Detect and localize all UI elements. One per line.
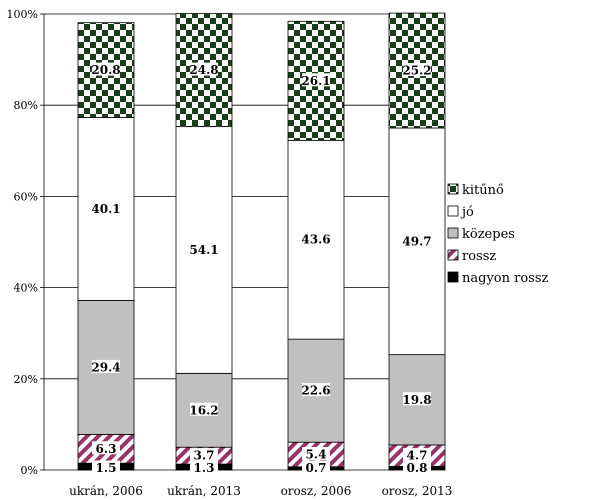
data-label: 19.8 (402, 393, 431, 407)
data-label-bg (302, 383, 330, 397)
bar-segment-j- (77, 117, 135, 301)
data-label: 4.7 (407, 449, 428, 463)
data-label: 26.1 (301, 74, 330, 88)
x-category-label: orosz, 2006 (281, 484, 352, 498)
data-label-bg (302, 460, 330, 474)
bar-segment-j- (388, 127, 446, 356)
legend-swatch-kit-n- (447, 183, 459, 195)
legend: kitűnő jó közepes rossz nagyon rossz (447, 183, 549, 286)
data-label: 0.7 (306, 461, 327, 475)
data-label: 24.8 (189, 63, 218, 77)
data-label-bg (403, 392, 431, 406)
data-label: 25.2 (402, 64, 431, 78)
legend-label: nagyon rossz (462, 271, 549, 286)
data-label: 5.4 (306, 447, 327, 461)
x-category-label: orosz, 2013 (382, 484, 453, 498)
data-label-bg (92, 441, 120, 455)
y-tick-label: 40% (14, 282, 38, 295)
data-label-bg (302, 73, 330, 87)
legend-swatch-nagyon-rossz (447, 271, 459, 283)
x-axis-labels: ukrán, 2006 ukrán, 2013 orosz, 2006 orosz, … (69, 484, 452, 498)
legend-label: rossz (462, 249, 496, 264)
y-axis: 0% 20% 40% 60% 80% 100% (7, 8, 432, 477)
y-tick-label: 80% (14, 99, 38, 112)
legend-swatch-rossz (447, 249, 459, 261)
data-label-bg (403, 460, 431, 474)
data-label: 1.3 (194, 461, 215, 475)
data-label: 3.7 (194, 449, 215, 463)
data-label-bg (190, 402, 218, 416)
legend-label: kitűnő (462, 183, 504, 198)
data-label-bg (403, 63, 431, 77)
bar-segment-j- (175, 126, 233, 374)
y-tick-label: 0% (21, 464, 38, 477)
data-label: 49.7 (402, 234, 431, 248)
data-label-bg (190, 460, 218, 474)
data-label: 1.5 (96, 461, 117, 475)
data-label-bg (92, 62, 120, 76)
x-category-label: ukrán, 2006 (69, 484, 143, 498)
legend-label: közepes (462, 227, 515, 242)
data-label-bg (302, 446, 330, 460)
data-label-bg (92, 460, 120, 474)
data-label: 54.1 (189, 243, 218, 257)
y-tick-label: 20% (14, 373, 38, 386)
data-label-bg (190, 448, 218, 462)
bars (77, 12, 446, 471)
data-label: 40.1 (91, 202, 120, 216)
bar-segment-j- (287, 139, 345, 340)
data-labels: 1.5 6.3 29.4 40.1 20.8 1.33.7 16.2 54.1 24.8 0.75… (91, 62, 432, 475)
data-label-bg (92, 359, 120, 373)
legend-swatch-k-zepes (447, 227, 459, 239)
x-category-label: ukrán, 2013 (167, 484, 241, 498)
data-label-bg (190, 62, 218, 76)
data-label: 43.6 (301, 233, 330, 247)
data-label: 16.2 (189, 403, 218, 417)
legend-label: jó (460, 205, 474, 220)
data-label: 22.6 (301, 384, 330, 398)
data-label: 20.8 (91, 63, 120, 77)
y-tick-label: 60% (14, 190, 38, 203)
legend-swatch-j- (447, 205, 459, 217)
data-label: 6.3 (96, 442, 117, 456)
data-label-bg (403, 448, 431, 462)
data-label: 0.8 (407, 461, 428, 475)
data-label: 29.4 (91, 360, 120, 374)
y-tick-label: 100% (7, 8, 38, 21)
